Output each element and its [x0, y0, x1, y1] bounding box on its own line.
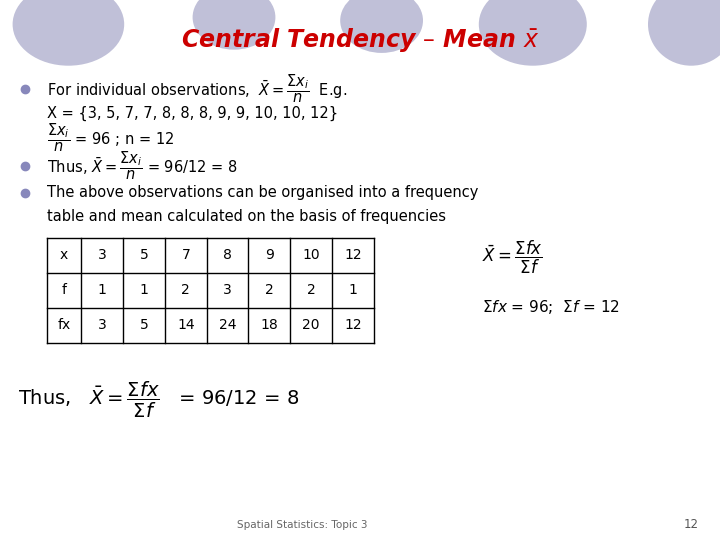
Text: For individual observations,  $\mathit{\bar{X}} = \dfrac{\Sigma x_i}{n}$  E.g.: For individual observations, $\mathit{\b…: [47, 73, 347, 105]
Ellipse shape: [479, 0, 587, 66]
Ellipse shape: [193, 0, 275, 50]
Text: 7: 7: [181, 248, 190, 262]
Text: 20: 20: [302, 319, 320, 332]
Text: $\dfrac{\Sigma x_i}{n}$ = 96 ; n = 12: $\dfrac{\Sigma x_i}{n}$ = 96 ; n = 12: [47, 122, 174, 154]
Text: 1: 1: [348, 284, 357, 297]
Text: X = {3, 5, 7, 7, 8, 8, 8, 9, 9, 10, 10, 12}: X = {3, 5, 7, 7, 8, 8, 8, 9, 9, 10, 10, …: [47, 106, 338, 121]
Text: 5: 5: [140, 319, 148, 332]
Text: 2: 2: [181, 284, 190, 297]
Text: fx: fx: [58, 319, 71, 332]
Text: The above observations can be organised into a frequency: The above observations can be organised …: [47, 185, 478, 200]
Text: table and mean calculated on the basis of frequencies: table and mean calculated on the basis o…: [47, 208, 446, 224]
Text: 3: 3: [223, 284, 232, 297]
Ellipse shape: [648, 0, 720, 66]
Text: 10: 10: [302, 248, 320, 262]
Ellipse shape: [13, 0, 125, 66]
Text: f: f: [62, 284, 66, 297]
Text: 3: 3: [98, 319, 107, 332]
Text: Thus,   $\bar{X} = \dfrac{\Sigma fx}{\Sigma f}$   = 96/12 = 8: Thus, $\bar{X} = \dfrac{\Sigma fx}{\Sigm…: [18, 380, 300, 420]
Text: 18: 18: [261, 319, 278, 332]
Text: $\Sigma fx$ = 96;  $\Sigma f$ = 12: $\Sigma fx$ = 96; $\Sigma f$ = 12: [482, 298, 621, 316]
Text: 24: 24: [219, 319, 236, 332]
Text: $\bar{X} = \dfrac{\Sigma fx}{\Sigma f}$: $\bar{X} = \dfrac{\Sigma fx}{\Sigma f}$: [482, 239, 544, 276]
Text: 1: 1: [140, 284, 148, 297]
Text: 12: 12: [683, 518, 698, 531]
Text: 2: 2: [307, 284, 315, 297]
Text: 8: 8: [223, 248, 232, 262]
Text: Thus, $\bar{X} = \dfrac{\Sigma x_i}{n}$ = 96/12 = 8: Thus, $\bar{X} = \dfrac{\Sigma x_i}{n}$ …: [47, 150, 238, 182]
Text: x: x: [60, 248, 68, 262]
Text: 2: 2: [265, 284, 274, 297]
Ellipse shape: [341, 0, 423, 53]
Text: Spatial Statistics: Topic 3: Spatial Statistics: Topic 3: [237, 520, 368, 530]
Text: 9: 9: [265, 248, 274, 262]
Text: 1: 1: [98, 284, 107, 297]
Text: 3: 3: [98, 248, 107, 262]
Text: 12: 12: [344, 248, 361, 262]
Text: Central Tendency – Mean $\bar{x}$: Central Tendency – Mean $\bar{x}$: [181, 26, 539, 55]
Text: 12: 12: [344, 319, 361, 332]
Text: 14: 14: [177, 319, 194, 332]
Text: 5: 5: [140, 248, 148, 262]
